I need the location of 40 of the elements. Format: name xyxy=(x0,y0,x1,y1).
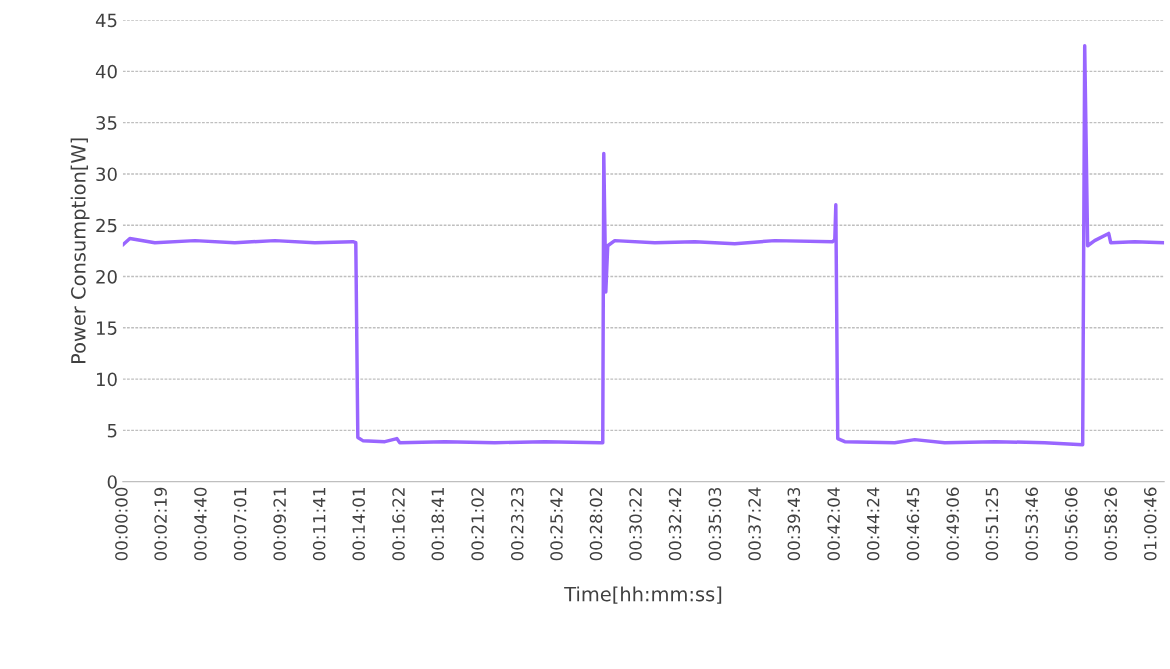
x-tick-label: 00:35:03 xyxy=(708,487,722,561)
y-axis-title: Power Consumption[W] xyxy=(70,138,90,364)
x-axis-title: Time[hh:mm:ss] xyxy=(564,586,722,604)
x-tick-label: 00:02:19 xyxy=(154,487,167,561)
y-tick-label: 40 xyxy=(95,64,117,79)
x-tick-label: 00:11:41 xyxy=(312,488,326,561)
y-tick-label: 15 xyxy=(97,321,117,335)
y-tick-label: 45 xyxy=(95,13,117,28)
y-tick-label: 25 xyxy=(96,218,117,233)
x-tick-label: 00:25:42 xyxy=(550,488,563,561)
x-tick-label: 00:37:24 xyxy=(748,487,761,561)
y-tick-label: 20 xyxy=(96,269,117,284)
x-tick-label: 00:21:02 xyxy=(471,488,484,561)
x-tick-label: 00:46:45 xyxy=(906,488,920,561)
x-tick-label: 00:09:21 xyxy=(273,488,286,561)
x-tick-label: 00:32:42 xyxy=(668,488,682,561)
x-tick-label: 00:04:40 xyxy=(194,487,207,561)
line-series xyxy=(122,43,1165,447)
x-tick-label: 00:30:22 xyxy=(629,488,642,561)
x-tick-label: 00:00:00 xyxy=(115,487,128,561)
x-tick-label: 00:23:23 xyxy=(510,487,524,561)
x-tick-label: 00:07:01 xyxy=(233,488,247,561)
x-tick-label: 00:28:02 xyxy=(589,488,603,561)
x-tick-label: 00:16:22 xyxy=(392,488,405,561)
y-tick-label: 35 xyxy=(96,116,117,130)
x-tick-label: 00:53:46 xyxy=(1025,487,1039,561)
x-tick-label: 00:39:43 xyxy=(787,487,801,561)
y-tick-label: 30 xyxy=(96,167,117,182)
x-tick-label: 00:51:25 xyxy=(985,488,999,561)
y-tick-label: 0 xyxy=(107,475,117,489)
x-tick-label: 00:42:04 xyxy=(827,487,840,561)
x-tick-label: 00:44:24 xyxy=(866,487,880,561)
x-tick-label: 00:56:06 xyxy=(1064,487,1078,561)
x-tick-label: 00:49:06 xyxy=(946,487,959,561)
y-tick-label: 10 xyxy=(97,372,117,387)
x-tick-label: 00:18:41 xyxy=(431,488,445,561)
x-tick-label: 01:00:46 xyxy=(1143,487,1157,561)
x-tick-label: 00:58:26 xyxy=(1104,487,1118,561)
x-tick-label: 00:14:01 xyxy=(352,488,365,561)
y-tick-label: 5 xyxy=(107,424,117,438)
